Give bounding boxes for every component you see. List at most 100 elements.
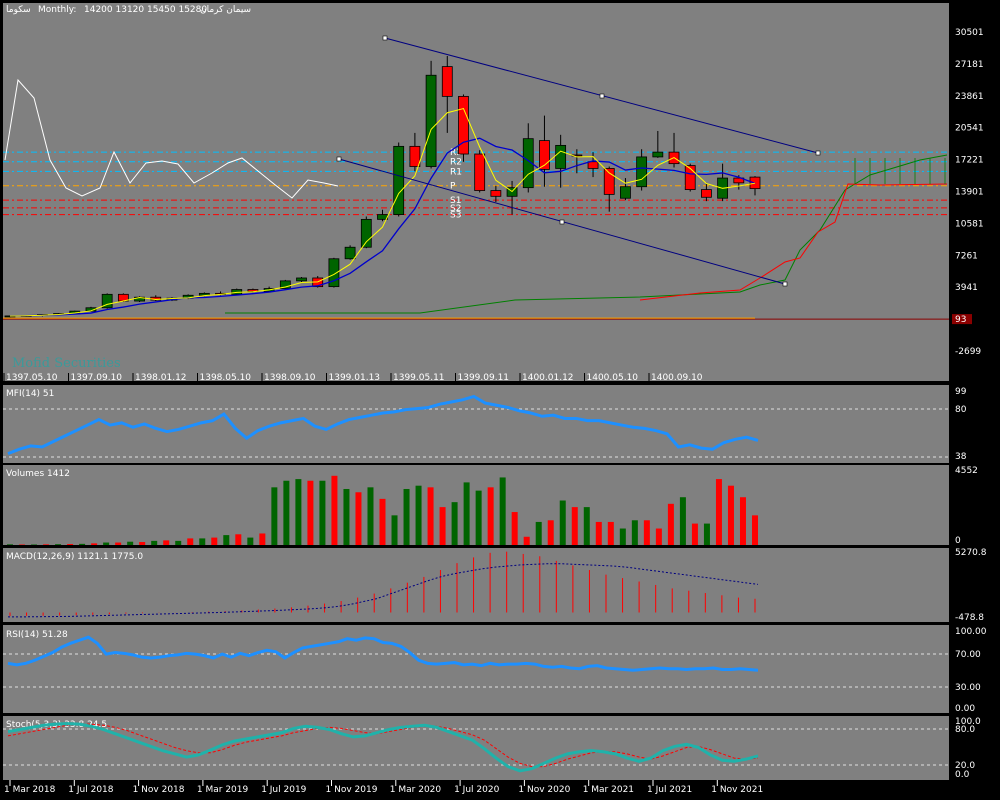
volume-bar bbox=[7, 544, 13, 545]
volume-bar bbox=[667, 503, 674, 545]
chart-header-symbol: سکوما bbox=[6, 5, 31, 15]
volume-bar bbox=[199, 538, 206, 545]
price-tag: 93 bbox=[955, 315, 966, 325]
price-y-tick: 13901 bbox=[955, 188, 984, 198]
candle-body bbox=[555, 144, 567, 169]
volume-bar bbox=[103, 542, 110, 545]
rsi-line bbox=[7, 635, 759, 672]
price-date-label: 1397.05.10 bbox=[6, 373, 58, 383]
volume-bar bbox=[79, 543, 86, 545]
stoch-panel[interactable] bbox=[3, 716, 949, 780]
candle-body bbox=[620, 186, 631, 199]
stoch-main-line bbox=[7, 722, 759, 773]
indicator-y-tick: 5270.8 bbox=[955, 548, 987, 558]
watermark: Mofid Securities bbox=[12, 356, 121, 371]
volume-bar bbox=[355, 492, 362, 545]
volume-bar bbox=[679, 497, 686, 545]
volume-bar bbox=[463, 482, 470, 545]
candle-body bbox=[603, 168, 615, 195]
rsi-title: RSI(14) 51.28 bbox=[6, 630, 68, 640]
volume-bar bbox=[727, 485, 734, 545]
candle-body bbox=[522, 138, 534, 189]
candle-body bbox=[409, 145, 421, 167]
indicator-y-tick: 80 bbox=[955, 405, 967, 415]
candle-body bbox=[441, 66, 453, 97]
mfi-title: MFI(14) 51 bbox=[6, 389, 54, 399]
volume-bar bbox=[607, 521, 614, 545]
trendline-anchor bbox=[559, 219, 565, 225]
price-y-tick: 3941 bbox=[955, 283, 978, 293]
indicator-y-tick: -478.8 bbox=[955, 613, 984, 623]
volume-bar bbox=[703, 523, 710, 545]
trendline-anchor bbox=[382, 35, 388, 41]
indicator-y-tick: 0.00 bbox=[955, 704, 975, 714]
volume-bar bbox=[331, 475, 338, 545]
ma-slow-line bbox=[9, 137, 756, 317]
price-y-tick: 27181 bbox=[955, 60, 984, 70]
volume-bar bbox=[739, 497, 746, 545]
time-axis-label: 1 Jul 2018 bbox=[68, 785, 113, 795]
volume-bar bbox=[415, 485, 422, 545]
price-date-label: 1399.09.11 bbox=[458, 373, 510, 383]
pivot-label: R3 bbox=[450, 148, 462, 158]
chart-header-company: سیمان کرمان bbox=[200, 5, 251, 15]
volume-bar bbox=[559, 500, 566, 545]
volume-bar bbox=[655, 528, 662, 545]
chart-header-timeframe: Monthly: bbox=[38, 5, 76, 15]
price-y-tick: 30501 bbox=[955, 28, 984, 38]
ma-fast-line bbox=[9, 107, 756, 317]
candle-body bbox=[587, 161, 599, 169]
indicator-y-tick: 30.00 bbox=[955, 683, 981, 693]
time-axis-label: 1 Jul 2021 bbox=[647, 785, 692, 795]
volume-bar bbox=[499, 477, 506, 545]
volume-bar bbox=[43, 544, 50, 545]
price-date-label: 1398.09.10 bbox=[264, 373, 316, 383]
indicator-y-tick: 20.0 bbox=[955, 761, 975, 771]
volume-bar bbox=[211, 537, 218, 545]
indicator-y-tick: 80.0 bbox=[955, 725, 975, 735]
price-date-label: 1399.01.13 bbox=[329, 373, 381, 383]
time-axis-label: 1 Nov 2021 bbox=[711, 785, 763, 795]
volume-bar bbox=[115, 542, 122, 545]
rsi-panel[interactable] bbox=[3, 625, 949, 713]
volume-bar bbox=[631, 520, 638, 545]
stoch-signal-line bbox=[7, 723, 759, 768]
volume-bar bbox=[223, 535, 230, 545]
time-axis-label: 1 Mar 2021 bbox=[583, 785, 634, 795]
price-panel[interactable] bbox=[3, 3, 949, 381]
time-axis-label: 1 Jul 2020 bbox=[454, 785, 499, 795]
volume-bar bbox=[391, 515, 398, 545]
candle-body bbox=[684, 165, 696, 190]
volume-bar bbox=[643, 520, 650, 545]
candle-body bbox=[360, 218, 372, 248]
volume-bar bbox=[235, 534, 242, 545]
indicator-y-tick: 4552 bbox=[955, 466, 978, 476]
volume-bar bbox=[523, 536, 530, 545]
time-axis-label: 1 Mar 2018 bbox=[4, 785, 56, 795]
volume-bar bbox=[439, 507, 446, 545]
pivot-label: P bbox=[450, 182, 456, 192]
pivot-label: R1 bbox=[450, 167, 462, 177]
candle-body bbox=[101, 293, 113, 309]
volume-bar bbox=[295, 479, 302, 545]
price-y-tick: -2699 bbox=[955, 347, 981, 357]
candle-body bbox=[701, 189, 712, 198]
volume-bar bbox=[271, 487, 278, 545]
time-axis-label: 1 Nov 2018 bbox=[133, 785, 185, 795]
pivot-label: S1 bbox=[450, 196, 461, 206]
pivot-label: R2 bbox=[450, 158, 462, 168]
indicator-y-tick: 70.00 bbox=[955, 650, 981, 660]
volume-bar bbox=[187, 538, 194, 545]
candle-body bbox=[425, 74, 437, 167]
volume-bar bbox=[67, 544, 74, 545]
white-indicator-line bbox=[4, 78, 339, 199]
candle-body bbox=[539, 140, 550, 170]
volume-bar bbox=[379, 498, 386, 545]
volume-bar bbox=[151, 540, 158, 545]
volume-bar bbox=[535, 521, 542, 545]
candle-body bbox=[296, 277, 307, 282]
volume-bar bbox=[163, 540, 170, 545]
macd-panel[interactable] bbox=[3, 548, 949, 622]
candle-body bbox=[636, 156, 648, 188]
